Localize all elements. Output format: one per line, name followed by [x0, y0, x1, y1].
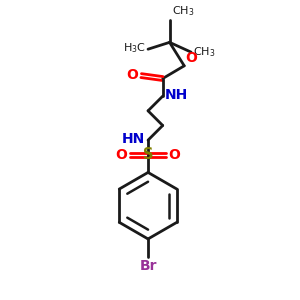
Text: Br: Br	[139, 259, 157, 272]
Text: S: S	[143, 147, 153, 162]
Text: CH$_3$: CH$_3$	[172, 4, 194, 18]
Text: H$_3$C: H$_3$C	[123, 41, 146, 55]
Text: O: O	[126, 68, 138, 82]
Text: NH: NH	[165, 88, 188, 102]
Text: CH$_3$: CH$_3$	[193, 45, 215, 59]
Text: O: O	[185, 51, 197, 65]
Text: HN: HN	[122, 132, 145, 146]
Text: O: O	[116, 148, 128, 162]
Text: O: O	[169, 148, 181, 162]
